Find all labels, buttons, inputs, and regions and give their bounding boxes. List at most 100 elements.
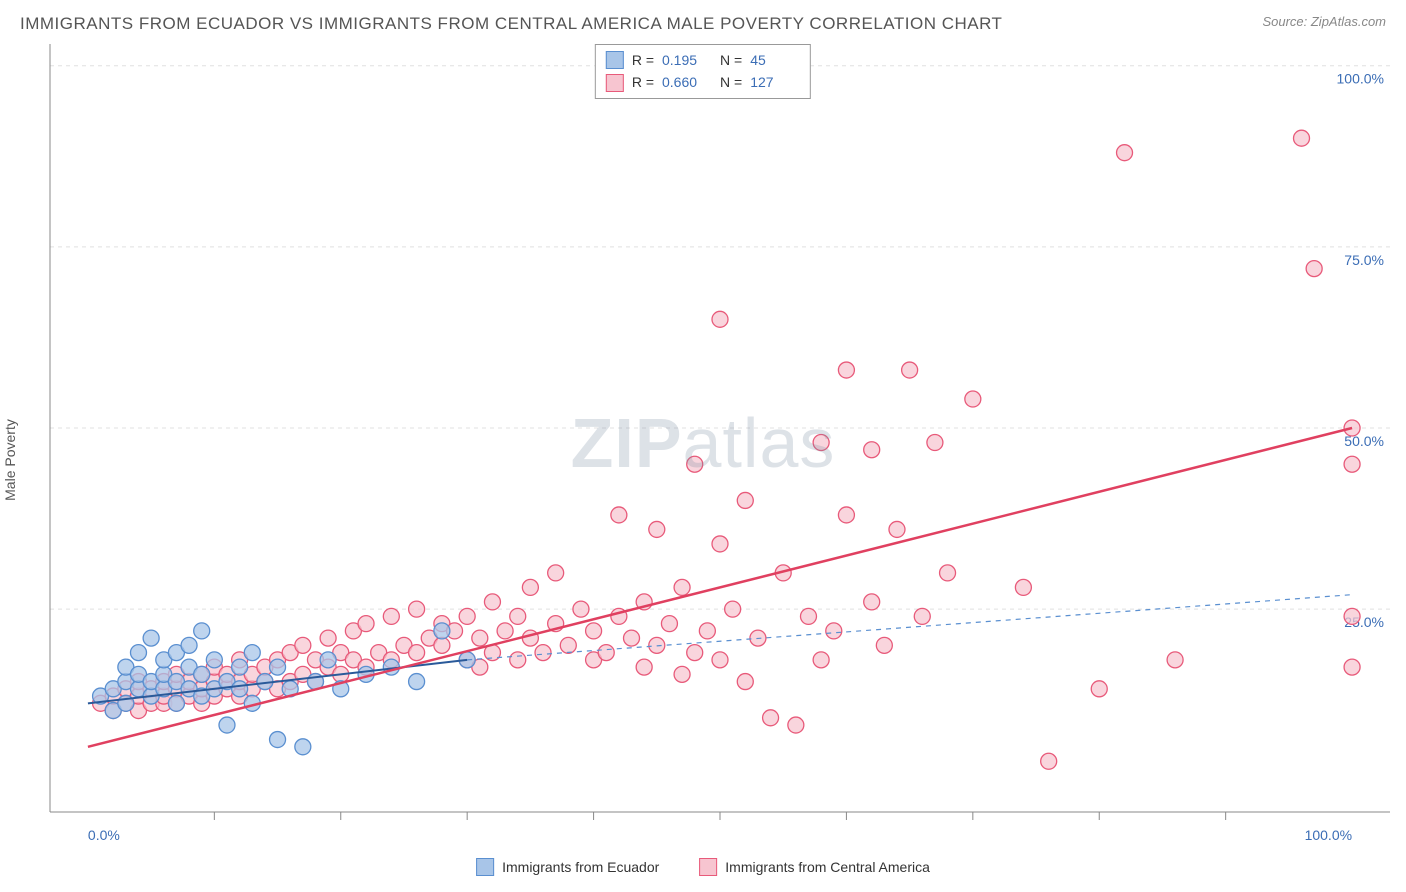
- data-point: [636, 659, 652, 675]
- data-point: [459, 608, 475, 624]
- data-point: [813, 434, 829, 450]
- data-point: [838, 507, 854, 523]
- n-label: N =: [720, 49, 742, 71]
- r-label: R =: [632, 49, 654, 71]
- data-point: [484, 594, 500, 610]
- data-point: [1117, 145, 1133, 161]
- data-point: [143, 630, 159, 646]
- data-point: [194, 623, 210, 639]
- data-point: [232, 659, 248, 675]
- legend-item: Immigrants from Ecuador: [476, 858, 659, 876]
- data-point: [409, 674, 425, 690]
- y-tick-label: 100.0%: [1337, 71, 1384, 87]
- r-value: 0.660: [662, 71, 712, 93]
- data-point: [902, 362, 918, 378]
- data-point: [270, 659, 286, 675]
- n-value: 45: [750, 49, 800, 71]
- series-legend: Immigrants from Ecuador Immigrants from C…: [476, 858, 930, 876]
- data-point: [522, 630, 538, 646]
- data-point: [889, 521, 905, 537]
- data-point: [624, 630, 640, 646]
- data-point: [838, 362, 854, 378]
- data-point: [522, 579, 538, 595]
- source-attribution: Source: ZipAtlas.com: [1262, 14, 1386, 29]
- data-point: [130, 645, 146, 661]
- scatter-chart: 25.0%50.0%75.0%100.0%0.0%100.0%: [0, 40, 1406, 880]
- data-point: [535, 645, 551, 661]
- data-point: [1294, 130, 1310, 146]
- correlation-legend-row: R = 0.195 N = 45: [606, 49, 800, 71]
- data-point: [725, 601, 741, 617]
- data-point: [219, 717, 235, 733]
- data-point: [661, 616, 677, 632]
- data-point: [1306, 261, 1322, 277]
- data-point: [383, 608, 399, 624]
- data-point: [573, 601, 589, 617]
- x-tick-label: 100.0%: [1305, 827, 1352, 843]
- data-point: [497, 623, 513, 639]
- data-point: [472, 630, 488, 646]
- data-point: [965, 391, 981, 407]
- data-point: [940, 565, 956, 581]
- data-point: [649, 521, 665, 537]
- legend-swatch: [606, 51, 624, 69]
- data-point: [876, 637, 892, 653]
- data-point: [270, 732, 286, 748]
- n-label: N =: [720, 71, 742, 93]
- data-point: [358, 616, 374, 632]
- chart-container: Male Poverty ZIPatlas 25.0%50.0%75.0%100…: [0, 40, 1406, 880]
- data-point: [927, 434, 943, 450]
- data-point: [320, 630, 336, 646]
- data-point: [295, 739, 311, 755]
- data-point: [800, 608, 816, 624]
- data-point: [194, 666, 210, 682]
- data-point: [813, 652, 829, 668]
- y-tick-label: 75.0%: [1344, 252, 1384, 268]
- legend-swatch: [606, 74, 624, 92]
- data-point: [409, 645, 425, 661]
- data-point: [206, 652, 222, 668]
- data-point: [737, 492, 753, 508]
- n-value: 127: [750, 71, 800, 93]
- data-point: [864, 594, 880, 610]
- data-point: [1344, 659, 1360, 675]
- data-point: [510, 652, 526, 668]
- data-point: [826, 623, 842, 639]
- data-point: [687, 645, 703, 661]
- data-point: [560, 637, 576, 653]
- data-point: [914, 608, 930, 624]
- data-point: [168, 695, 184, 711]
- legend-swatch: [699, 858, 717, 876]
- data-point: [699, 623, 715, 639]
- r-value: 0.195: [662, 49, 712, 71]
- correlation-legend-row: R = 0.660 N = 127: [606, 71, 800, 93]
- legend-swatch: [476, 858, 494, 876]
- data-point: [737, 674, 753, 690]
- data-point: [712, 536, 728, 552]
- data-point: [1344, 456, 1360, 472]
- data-point: [1041, 753, 1057, 769]
- data-point: [1015, 579, 1031, 595]
- data-point: [1091, 681, 1107, 697]
- x-tick-label: 0.0%: [88, 827, 120, 843]
- legend-label: Immigrants from Central America: [725, 859, 930, 875]
- data-point: [674, 666, 690, 682]
- data-point: [232, 681, 248, 697]
- data-point: [181, 637, 197, 653]
- data-point: [598, 645, 614, 661]
- data-point: [687, 456, 703, 472]
- data-point: [295, 637, 311, 653]
- data-point: [548, 565, 564, 581]
- trend-line: [88, 428, 1352, 747]
- data-point: [864, 442, 880, 458]
- r-label: R =: [632, 71, 654, 93]
- data-point: [510, 608, 526, 624]
- data-point: [788, 717, 804, 733]
- correlation-legend: R = 0.195 N = 45 R = 0.660 N = 127: [595, 44, 811, 99]
- data-point: [244, 645, 260, 661]
- data-point: [712, 311, 728, 327]
- data-point: [763, 710, 779, 726]
- data-point: [320, 652, 336, 668]
- data-point: [409, 601, 425, 617]
- legend-label: Immigrants from Ecuador: [502, 859, 659, 875]
